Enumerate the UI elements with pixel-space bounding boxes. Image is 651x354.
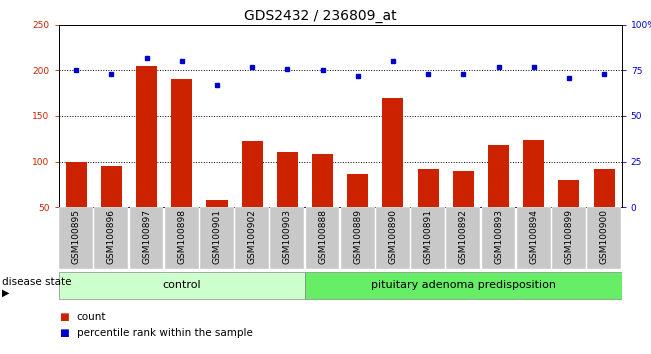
- Bar: [235, 207, 269, 269]
- Bar: [382, 98, 404, 253]
- Bar: [417, 169, 439, 253]
- Bar: [306, 207, 339, 269]
- Bar: [517, 207, 551, 269]
- Bar: [411, 207, 445, 269]
- Bar: [341, 207, 374, 269]
- Bar: [171, 79, 192, 253]
- Bar: [482, 207, 516, 269]
- Bar: [523, 139, 544, 253]
- Text: GSM100891: GSM100891: [424, 209, 433, 264]
- Text: GSM100898: GSM100898: [177, 209, 186, 264]
- Text: pituitary adenoma predisposition: pituitary adenoma predisposition: [371, 280, 556, 290]
- Text: ■: ■: [59, 328, 68, 338]
- Bar: [59, 272, 305, 299]
- Text: GSM100899: GSM100899: [564, 209, 574, 264]
- Bar: [305, 272, 622, 299]
- Text: GSM100889: GSM100889: [353, 209, 362, 264]
- Text: disease state: disease state: [2, 277, 72, 287]
- Bar: [200, 207, 234, 269]
- Text: GSM100900: GSM100900: [600, 209, 609, 264]
- Bar: [594, 169, 615, 253]
- Text: GSM100901: GSM100901: [212, 209, 221, 264]
- Text: GSM100902: GSM100902: [247, 209, 256, 264]
- Bar: [206, 200, 227, 253]
- Bar: [587, 207, 621, 269]
- Text: GDS2432 / 236809_at: GDS2432 / 236809_at: [244, 9, 397, 23]
- Bar: [312, 154, 333, 253]
- Text: ■: ■: [59, 312, 68, 322]
- Text: percentile rank within the sample: percentile rank within the sample: [77, 328, 253, 338]
- Bar: [347, 174, 368, 253]
- Bar: [488, 145, 509, 253]
- Bar: [130, 207, 163, 269]
- Bar: [242, 142, 263, 253]
- Text: GSM100892: GSM100892: [459, 209, 468, 264]
- Text: GSM100895: GSM100895: [72, 209, 81, 264]
- Bar: [59, 207, 93, 269]
- Bar: [94, 207, 128, 269]
- Bar: [101, 166, 122, 253]
- Text: count: count: [77, 312, 106, 322]
- Bar: [559, 180, 579, 253]
- Text: GSM100888: GSM100888: [318, 209, 327, 264]
- Bar: [136, 66, 157, 253]
- Text: GSM100890: GSM100890: [389, 209, 398, 264]
- Bar: [66, 161, 87, 253]
- Bar: [447, 207, 480, 269]
- Bar: [452, 171, 474, 253]
- Text: GSM100903: GSM100903: [283, 209, 292, 264]
- Text: GSM100896: GSM100896: [107, 209, 116, 264]
- Text: GSM100894: GSM100894: [529, 209, 538, 264]
- Text: GSM100897: GSM100897: [142, 209, 151, 264]
- Bar: [277, 152, 298, 253]
- Bar: [165, 207, 199, 269]
- Text: ▶: ▶: [2, 288, 10, 298]
- Bar: [376, 207, 410, 269]
- Bar: [270, 207, 304, 269]
- Bar: [552, 207, 586, 269]
- Text: GSM100893: GSM100893: [494, 209, 503, 264]
- Text: control: control: [163, 280, 201, 290]
